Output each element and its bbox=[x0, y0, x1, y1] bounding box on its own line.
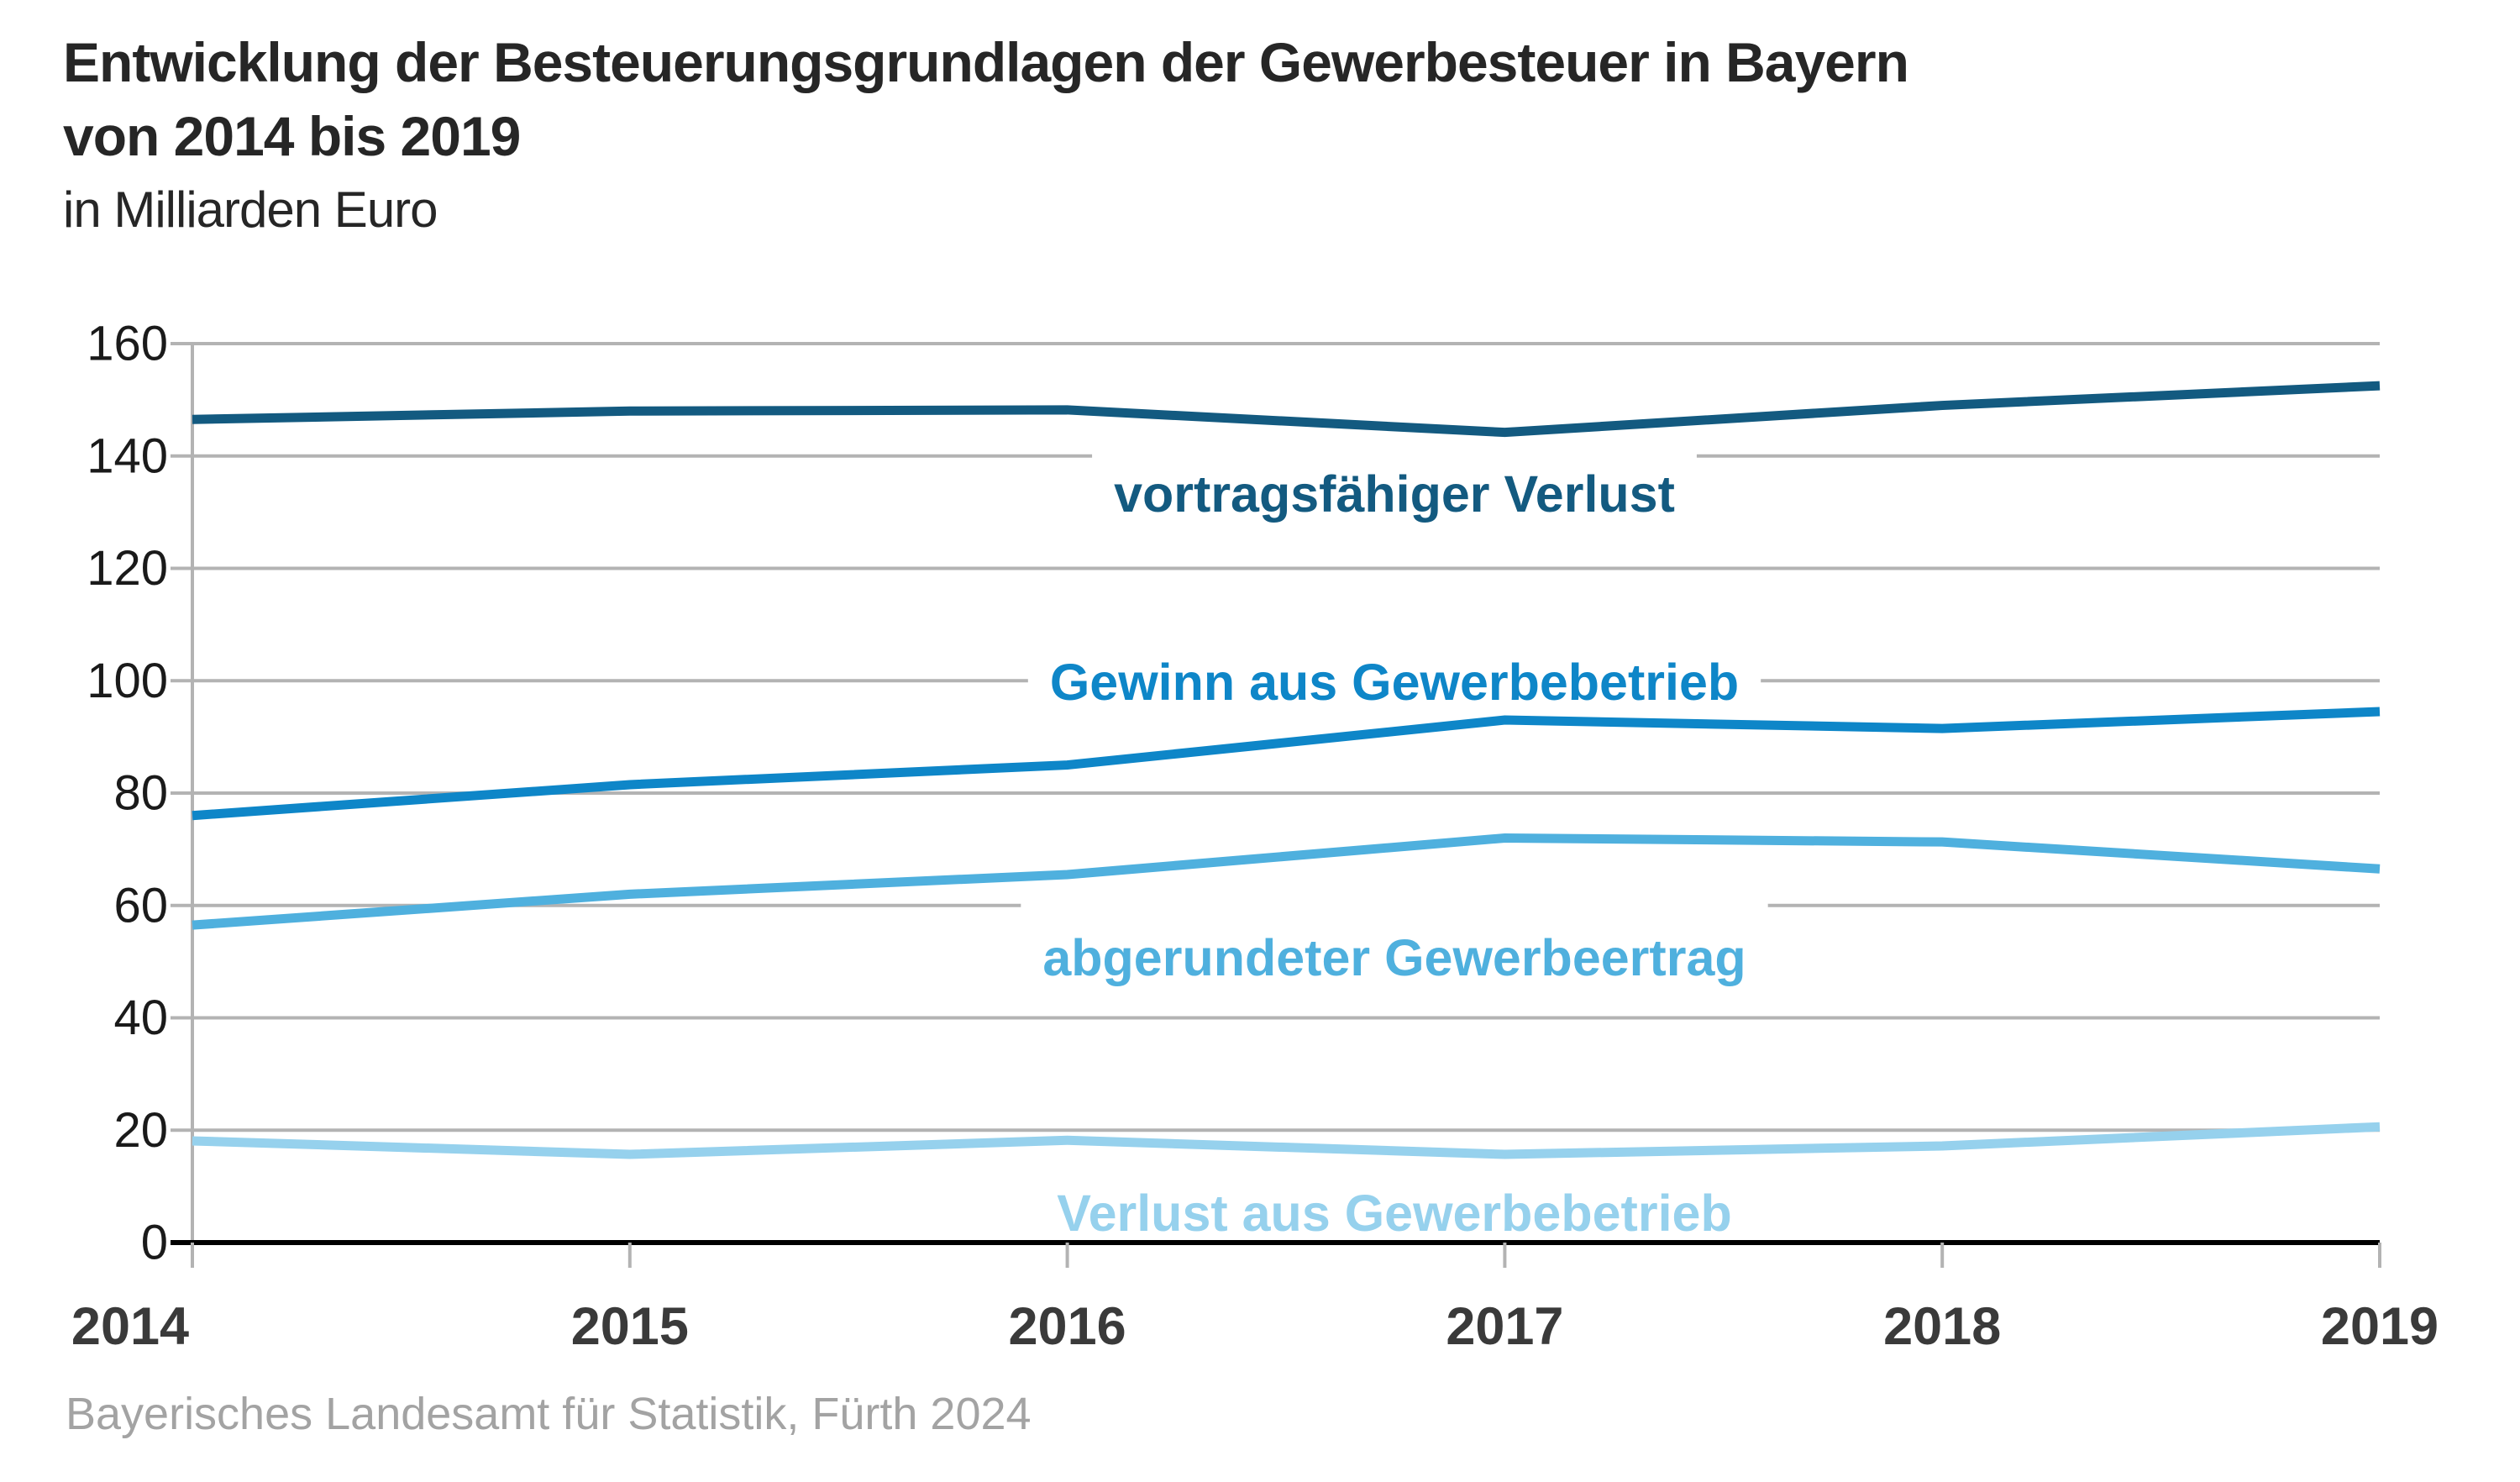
series-label-background bbox=[1035, 1158, 1754, 1253]
series-label-background bbox=[1092, 439, 1697, 534]
x-tick-label-2015: 2015 bbox=[571, 1297, 689, 1356]
x-tick-label-2014: 2014 bbox=[71, 1297, 189, 1356]
x-tick-label-2018: 2018 bbox=[1883, 1297, 2001, 1356]
x-tick-label-2016: 2016 bbox=[1009, 1297, 1126, 1356]
series-label-group: Gewinn aus Gewerbebetrieb bbox=[1027, 627, 1761, 723]
chart-title-line2: von 2014 bis 2019 bbox=[63, 105, 521, 167]
series-label-group: Verlust aus Gewerbebetrieb bbox=[1035, 1158, 1754, 1253]
y-tick-label-120: 120 bbox=[87, 541, 168, 596]
series-line-2 bbox=[192, 707, 2381, 821]
series-label-group: vortragsfähiger Verlust bbox=[1092, 439, 1697, 534]
y-tick-label-60: 60 bbox=[113, 878, 168, 933]
x-tick-label-2017: 2017 bbox=[1446, 1297, 1563, 1356]
series-label-background bbox=[1021, 902, 1768, 998]
source-attribution: Bayerisches Landesamt für Statistik, Für… bbox=[66, 1389, 1032, 1439]
y-tick-label-140: 140 bbox=[87, 428, 168, 483]
series-line-3 bbox=[192, 833, 2381, 930]
series-line-1 bbox=[192, 381, 2381, 438]
y-tick-label-100: 100 bbox=[87, 654, 168, 708]
x-tick-label-2019: 2019 bbox=[2321, 1297, 2439, 1356]
series-label-group: abgerundeter Gewerbeertrag bbox=[1021, 902, 1768, 998]
y-tick-label-40: 40 bbox=[113, 991, 168, 1045]
y-tick-label-160: 160 bbox=[87, 317, 168, 371]
series-label: Verlust aus Gewerbebetrieb bbox=[1057, 1185, 1731, 1242]
series-label: abgerundeter Gewerbeertrag bbox=[1042, 929, 1746, 986]
series-label-background bbox=[1027, 627, 1761, 723]
title-block: Entwicklung der Besteuerungsgrundlagen d… bbox=[63, 25, 1909, 247]
series-line-4 bbox=[192, 1122, 2381, 1159]
series-label: vortragsfähiger Verlust bbox=[1114, 465, 1675, 523]
chart-title-line1: Entwicklung der Besteuerungsgrundlagen d… bbox=[63, 31, 1909, 93]
y-tick-label-0: 0 bbox=[141, 1216, 168, 1270]
y-tick-label-80: 80 bbox=[113, 766, 168, 821]
chart-subtitle: in Milliarden Euro bbox=[63, 181, 438, 238]
y-tick-label-20: 20 bbox=[113, 1103, 168, 1158]
series-label: Gewinn aus Gewerbebetrieb bbox=[1050, 654, 1739, 711]
